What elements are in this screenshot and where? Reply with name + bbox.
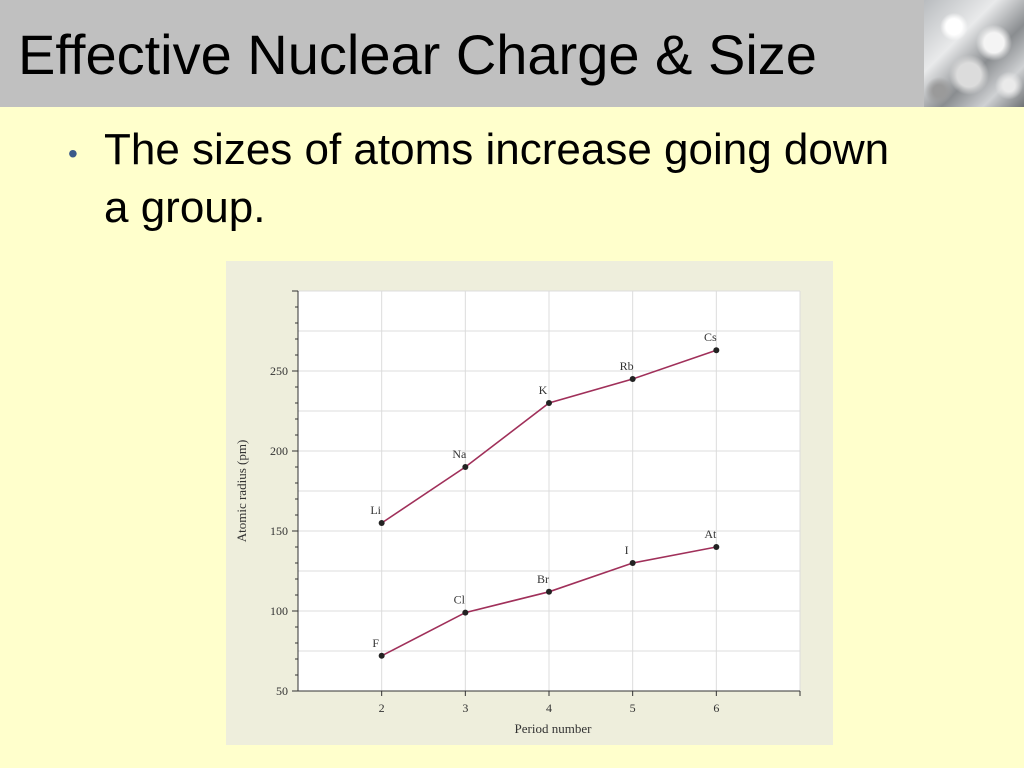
series-group: Li Na K Rb Cs F Cl Br I At — [370, 330, 720, 659]
bullet-icon: • — [68, 138, 78, 169]
data-point — [546, 400, 552, 406]
x-axis-label: Period number — [515, 721, 593, 736]
axes: 50 100 150 200 250 2 3 4 5 6 — [270, 290, 801, 715]
ice-crystal-image — [924, 0, 1024, 107]
data-point-label: Na — [452, 447, 467, 461]
y-tick-label: 150 — [270, 524, 288, 538]
data-point — [462, 609, 469, 616]
x-tick-label: 5 — [630, 701, 636, 715]
atomic-radius-chart: 50 100 150 200 250 2 3 4 5 6 Li Na K Rb Cs F Cl Br I At Pe… — [234, 290, 801, 736]
y-tick-label: 100 — [270, 604, 288, 618]
data-point — [462, 464, 469, 470]
y-tick-label: 200 — [270, 444, 288, 458]
data-point — [629, 560, 636, 566]
data-point-label: K — [539, 383, 548, 397]
data-point-label: Li — [370, 503, 381, 517]
data-point-label: Cl — [454, 593, 466, 607]
x-tick-label: 2 — [379, 701, 385, 715]
data-point — [629, 376, 636, 382]
chart-panel: 50 100 150 200 250 2 3 4 5 6 Li Na K Rb Cs F Cl Br I At Pe… — [226, 261, 833, 745]
data-point-label: I — [625, 543, 629, 557]
data-point-label: At — [704, 527, 717, 541]
grid — [298, 290, 801, 691]
data-point-label: Rb — [620, 359, 634, 373]
data-point-label: Br — [537, 572, 549, 586]
data-point — [713, 347, 720, 354]
y-tick-label: 250 — [270, 364, 288, 378]
x-tick-label: 4 — [546, 701, 552, 715]
data-point — [378, 520, 385, 526]
data-point-label: F — [372, 636, 379, 650]
y-tick-label: 50 — [276, 684, 288, 698]
data-point — [713, 544, 720, 550]
slide-title: Effective Nuclear Charge & Size — [18, 23, 817, 86]
data-point — [546, 588, 552, 595]
y-axis-label: Atomic radius (pm) — [234, 440, 249, 543]
x-tick-label: 6 — [713, 701, 719, 715]
bullet-text: The sizes of atoms increase going down a… — [104, 125, 890, 232]
x-tick-label: 3 — [462, 701, 468, 715]
data-point — [378, 652, 385, 659]
data-point-label: Cs — [704, 330, 717, 344]
title-bar: Effective Nuclear Charge & Size — [0, 0, 924, 107]
